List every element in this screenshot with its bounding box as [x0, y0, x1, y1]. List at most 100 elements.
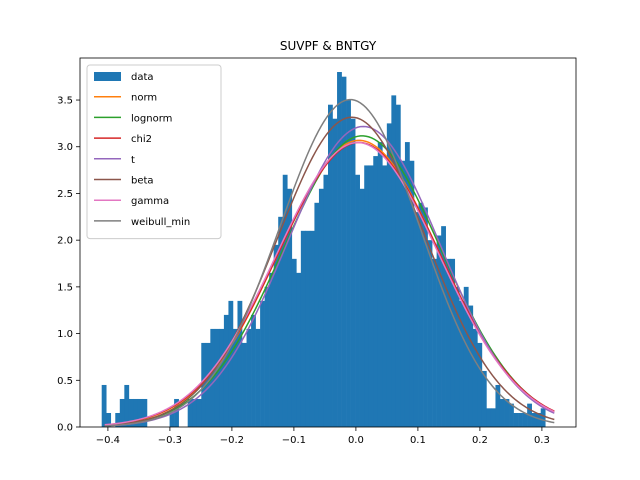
histogram-bar	[495, 384, 501, 427]
curve-beta	[104, 116, 555, 427]
histogram-bar	[413, 212, 419, 427]
histogram-bar	[309, 230, 315, 427]
histogram-bar	[499, 398, 505, 427]
histogram-bar	[404, 142, 410, 428]
y-tick-label: 2.0	[57, 236, 73, 247]
histogram-bar	[305, 230, 311, 427]
histogram-bars	[101, 72, 546, 428]
histogram-bar	[300, 230, 306, 427]
histogram-bar	[445, 258, 451, 427]
histogram-bar	[232, 328, 238, 427]
histogram-bar	[205, 342, 211, 427]
x-tick-label: −0.2	[220, 435, 244, 446]
histogram-bar	[174, 398, 179, 427]
histogram-bar	[133, 398, 139, 427]
histogram-bar	[395, 104, 401, 427]
histogram-bar	[518, 412, 523, 427]
histogram-bar	[441, 226, 446, 427]
histogram-bar	[522, 412, 528, 427]
histogram-bar	[318, 188, 324, 427]
curve-t	[104, 125, 555, 427]
histogram-bar	[509, 403, 514, 427]
curve-weibull-min	[104, 98, 555, 427]
histogram-bar	[314, 202, 320, 427]
histogram-bar	[386, 123, 392, 428]
histogram-bar	[278, 216, 284, 427]
histogram-bar	[359, 188, 365, 427]
histogram-bar	[137, 398, 143, 427]
histogram-bar	[264, 286, 270, 427]
histogram-bar	[332, 118, 338, 427]
x-tick-label: 0.1	[410, 435, 426, 446]
y-tick-label: 0.5	[57, 376, 73, 387]
x-tick-label: −0.3	[158, 435, 182, 446]
histogram-bar	[201, 342, 207, 427]
y-tick-label: 1.0	[57, 329, 73, 340]
histogram-bar	[436, 235, 442, 427]
histogram-bar	[377, 142, 383, 428]
histogram-bar	[450, 258, 456, 427]
histogram-bar	[323, 174, 329, 427]
histogram-bar	[219, 328, 225, 427]
histogram-bar	[409, 160, 415, 427]
histogram-bar	[251, 314, 256, 427]
histogram-bar	[282, 174, 288, 427]
y-tick-label: 0.0	[57, 423, 73, 434]
histogram-bar	[255, 328, 261, 427]
y-tick-label: 3.5	[57, 96, 73, 107]
histogram-bar	[481, 370, 487, 427]
histogram-bar	[513, 412, 519, 427]
histogram-bar	[242, 342, 247, 427]
histogram-bar	[115, 412, 121, 427]
histogram-bar	[418, 202, 424, 427]
histogram-bar	[472, 328, 478, 427]
histogram-bar	[486, 408, 492, 427]
histogram-bar	[423, 207, 428, 427]
histogram-bar	[477, 342, 483, 427]
histogram-bar	[106, 412, 112, 427]
histogram-bar	[504, 398, 510, 427]
histogram-bar	[490, 408, 496, 427]
y-axis: 0.0 0.5 1.0 1.5 2.0 2.5 3.0 3.5	[57, 96, 80, 434]
legend-label: t	[131, 155, 135, 166]
legend-label: chi2	[131, 134, 152, 145]
legend-label: beta	[131, 176, 154, 187]
histogram-bar	[142, 398, 148, 427]
histogram-bar	[364, 165, 370, 428]
histogram-bar	[427, 240, 433, 427]
legend-swatch	[94, 72, 121, 81]
legend-label: lognorm	[131, 113, 172, 124]
x-tick-label: −0.4	[96, 435, 120, 446]
histogram-bar	[260, 300, 265, 427]
histogram-bar	[346, 100, 351, 428]
histogram-bar	[228, 300, 234, 427]
histogram-bar	[373, 156, 379, 427]
histogram-bar	[192, 398, 198, 427]
histogram-bar	[273, 244, 279, 427]
histogram-bar	[531, 412, 537, 427]
legend: data norm lognorm chi2 t beta gamma weibull_min	[86, 64, 222, 240]
histogram-bar	[540, 408, 546, 427]
x-tick-label: −0.1	[282, 435, 306, 446]
histogram-bar	[382, 165, 388, 428]
histogram-bar	[463, 286, 469, 427]
histogram-bar	[119, 398, 125, 427]
legend-label: gamma	[131, 196, 169, 207]
chart-title: SUVPF & BNTGY	[280, 39, 377, 53]
histogram-bar	[341, 76, 347, 428]
histogram-bar	[296, 272, 302, 427]
y-tick-label: 3.0	[57, 142, 73, 153]
histogram-bar	[223, 314, 229, 427]
histogram-bar	[124, 384, 130, 427]
histogram-bar	[328, 104, 333, 427]
histogram-bar	[101, 384, 107, 427]
curve-gamma	[104, 141, 555, 426]
histogram-bar	[128, 398, 134, 427]
histogram-bar	[368, 165, 374, 428]
histogram-bar	[169, 412, 175, 427]
histogram-bar	[400, 160, 406, 427]
y-tick-label: 1.5	[57, 282, 73, 293]
histogram-bar	[246, 328, 252, 427]
histogram-bar	[432, 258, 437, 427]
